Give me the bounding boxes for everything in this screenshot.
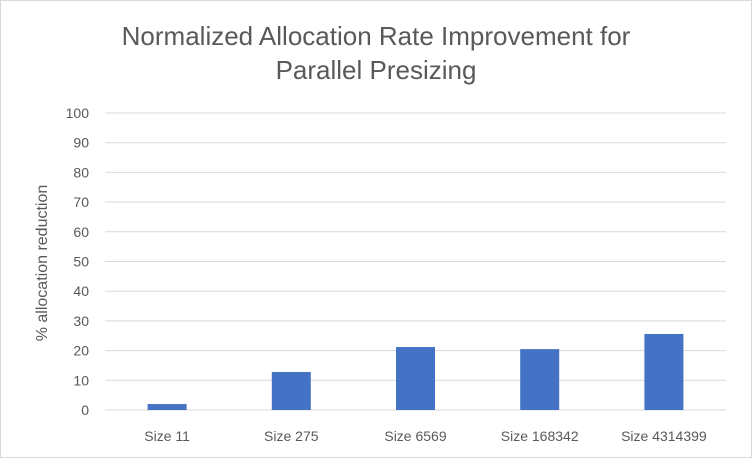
x-tick-labels: Size 11 Size 275 Size 6569 Size 168342 Size … (144, 428, 707, 444)
bar (147, 404, 187, 410)
bar (271, 371, 311, 410)
y-tick-label: 0 (81, 402, 89, 418)
y-tick-label: 40 (73, 283, 89, 299)
y-tick-label: 70 (73, 194, 89, 210)
y-tick-label: 100 (66, 105, 90, 121)
y-tick-label: 10 (73, 372, 89, 388)
chart-title: Normalized Allocation Rate Improvement f… (1, 19, 751, 87)
y-tick-label: 20 (73, 343, 89, 359)
bar (396, 347, 435, 410)
x-tick-label: Size 11 (144, 428, 190, 444)
chart-title-line-2: Parallel Presizing (275, 55, 477, 85)
bars (147, 333, 684, 410)
y-tick-label: 80 (73, 164, 89, 180)
x-tick-label: Size 4314399 (621, 428, 707, 444)
bar (644, 333, 684, 410)
x-tick-label: Size 275 (264, 428, 319, 444)
chart-title-line-1: Normalized Allocation Rate Improvement f… (121, 21, 631, 51)
y-axis-title: % allocation reduction (34, 185, 51, 342)
bar (520, 349, 560, 410)
x-tick-label: Size 6569 (384, 428, 446, 444)
x-tick-label: Size 168342 (501, 428, 579, 444)
y-tick-label: 30 (73, 313, 89, 329)
y-tick-label: 90 (73, 135, 89, 151)
y-tick-label: 50 (73, 254, 89, 270)
y-tick-label: 60 (73, 224, 89, 240)
gridlines (105, 112, 726, 411)
y-tick-labels: 0 10 20 30 40 50 60 70 80 90 100 (66, 105, 90, 418)
